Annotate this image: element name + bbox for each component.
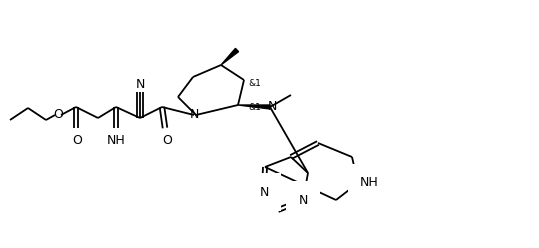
Text: &1: &1 [248, 79, 261, 88]
Text: NH: NH [107, 134, 126, 148]
Text: N: N [267, 99, 277, 113]
Text: N: N [189, 109, 199, 122]
Polygon shape [238, 105, 270, 109]
Polygon shape [221, 48, 239, 65]
Text: NH: NH [360, 177, 379, 189]
Text: N: N [298, 193, 308, 207]
Text: N: N [135, 77, 144, 91]
Text: O: O [53, 109, 63, 122]
Text: &1: &1 [248, 103, 261, 113]
Text: O: O [162, 134, 172, 148]
Text: N: N [259, 186, 268, 198]
Text: O: O [72, 134, 82, 148]
